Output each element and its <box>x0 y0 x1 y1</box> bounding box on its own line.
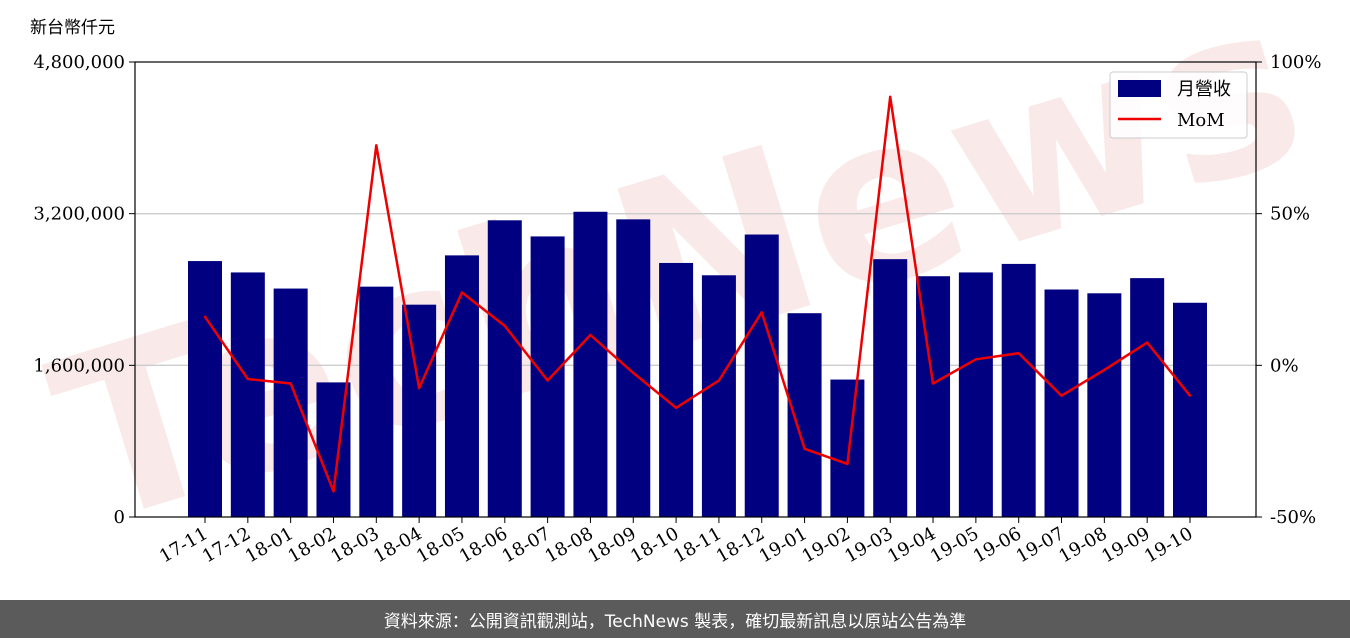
bar-19-03 <box>873 259 908 517</box>
mom-point-18-08 <box>589 333 592 337</box>
bar-19-07 <box>1044 289 1079 517</box>
bar-18-06 <box>487 220 522 518</box>
mom-point-19-10 <box>1188 394 1192 397</box>
mom-point-18-04 <box>417 386 421 390</box>
x-tick-label: 19-10 <box>1141 523 1196 567</box>
x-tick-label: 19-04 <box>884 523 939 567</box>
y-left-tick-label: 1,600,000 <box>33 355 125 376</box>
mom-point-18-09 <box>632 371 635 375</box>
mom-point-18-03 <box>375 144 378 147</box>
mom-point-19-09 <box>1145 341 1149 344</box>
mom-point-17-12 <box>246 377 250 381</box>
bar-18-11 <box>701 275 736 517</box>
x-tick-label: 19-05 <box>927 523 982 567</box>
mom-point-18-10 <box>674 406 678 409</box>
x-tick-label: 19-01 <box>756 523 811 567</box>
mom-point-18-06 <box>503 324 506 328</box>
bar-19-05 <box>958 272 993 517</box>
bar-19-10 <box>1173 302 1207 517</box>
mom-series <box>203 95 1192 493</box>
mom-line <box>203 95 1191 493</box>
y-unit-label: 新台幣仟元 <box>30 18 115 38</box>
mom-point-19-04 <box>931 382 935 385</box>
x-tick-label: 18-11 <box>670 523 725 567</box>
x-tick-label: 18-06 <box>456 523 511 567</box>
revenue-chart: TechNews 01,600,0003,200,0004,800,000-50… <box>28 0 1330 578</box>
bar-series <box>188 211 1207 518</box>
bar-19-02 <box>830 379 865 517</box>
mom-point-19-05 <box>974 358 978 361</box>
y-right-tick-label: 50% <box>1270 204 1310 225</box>
x-tick-label: 18-07 <box>499 523 554 567</box>
x-tick-label: 18-05 <box>413 523 468 567</box>
mom-point-19-01 <box>803 447 806 450</box>
mom-point-19-06 <box>1017 352 1020 355</box>
x-tick-label: 19-02 <box>798 523 853 567</box>
bar-19-01 <box>787 313 822 517</box>
y-right-tick-label: 0% <box>1270 355 1299 376</box>
y-right-tick-label: 100% <box>1270 52 1321 73</box>
legend: 月營收 MoM <box>1109 71 1248 139</box>
mom-point-18-01 <box>289 382 292 385</box>
mom-point-18-05 <box>460 291 464 294</box>
mom-point-18-07 <box>546 379 549 382</box>
bar-18-04 <box>402 304 437 517</box>
mom-point-19-03 <box>889 95 892 99</box>
x-tick-label: 19-03 <box>841 523 896 567</box>
bar-17-12 <box>230 272 265 517</box>
bar-18-05 <box>444 255 479 517</box>
bar-18-08 <box>573 211 608 518</box>
mom-point-19-07 <box>1060 394 1063 397</box>
mom-point-19-08 <box>1103 368 1106 372</box>
bar-18-09 <box>616 219 651 517</box>
bar-18-01 <box>273 288 308 517</box>
bar-19-09 <box>1130 278 1165 517</box>
bar-19-06 <box>1001 263 1036 517</box>
mom-point-19-02 <box>846 462 849 466</box>
legend-label-revenue: 月營收 <box>1177 79 1231 100</box>
y-left-tick-label: 3,200,000 <box>33 204 125 225</box>
bar-17-11 <box>188 261 222 517</box>
x-tick-label: 19-06 <box>970 523 1025 567</box>
mom-point-17-11 <box>203 315 207 318</box>
x-tick-label: 18-09 <box>584 523 639 567</box>
x-tick-label: 18-08 <box>541 523 596 567</box>
source-footer: 資料來源：公開資訊觀測站，TechNews 製表，確切最新訊息以原站公告為準 <box>0 600 1350 638</box>
mom-point-18-11 <box>717 379 721 382</box>
y-left-tick-label: 4,800,000 <box>33 52 125 73</box>
plot-frame <box>134 61 1257 518</box>
x-tick-label: 18-04 <box>370 523 425 567</box>
x-tick-label: 19-09 <box>1098 523 1153 567</box>
y-left-tick-label: 0 <box>114 507 125 528</box>
x-tick-label: 18-03 <box>327 523 382 567</box>
x-tick-label: 19-08 <box>1055 523 1110 567</box>
mom-point-18-12 <box>760 311 763 314</box>
footer-text: 資料來源：公開資訊觀測站，TechNews 製表，確切最新訊息以原站公告為準 <box>383 611 967 632</box>
legend-label-mom: MoM <box>1177 110 1225 131</box>
bar-18-03 <box>359 286 394 517</box>
x-tick-label: 19-07 <box>1013 523 1068 567</box>
mom-point-18-02 <box>332 490 335 493</box>
x-tick-label: 18-02 <box>285 523 340 567</box>
x-tick-label: 18-10 <box>627 523 682 567</box>
legend-swatch-revenue <box>1118 80 1161 97</box>
bar-19-08 <box>1087 293 1122 517</box>
bar-18-10 <box>659 262 694 517</box>
y-right-tick-label: -50% <box>1270 507 1316 528</box>
bar-18-07 <box>530 236 565 517</box>
bar-18-12 <box>744 234 779 518</box>
x-tick-label: 18-12 <box>713 523 768 567</box>
